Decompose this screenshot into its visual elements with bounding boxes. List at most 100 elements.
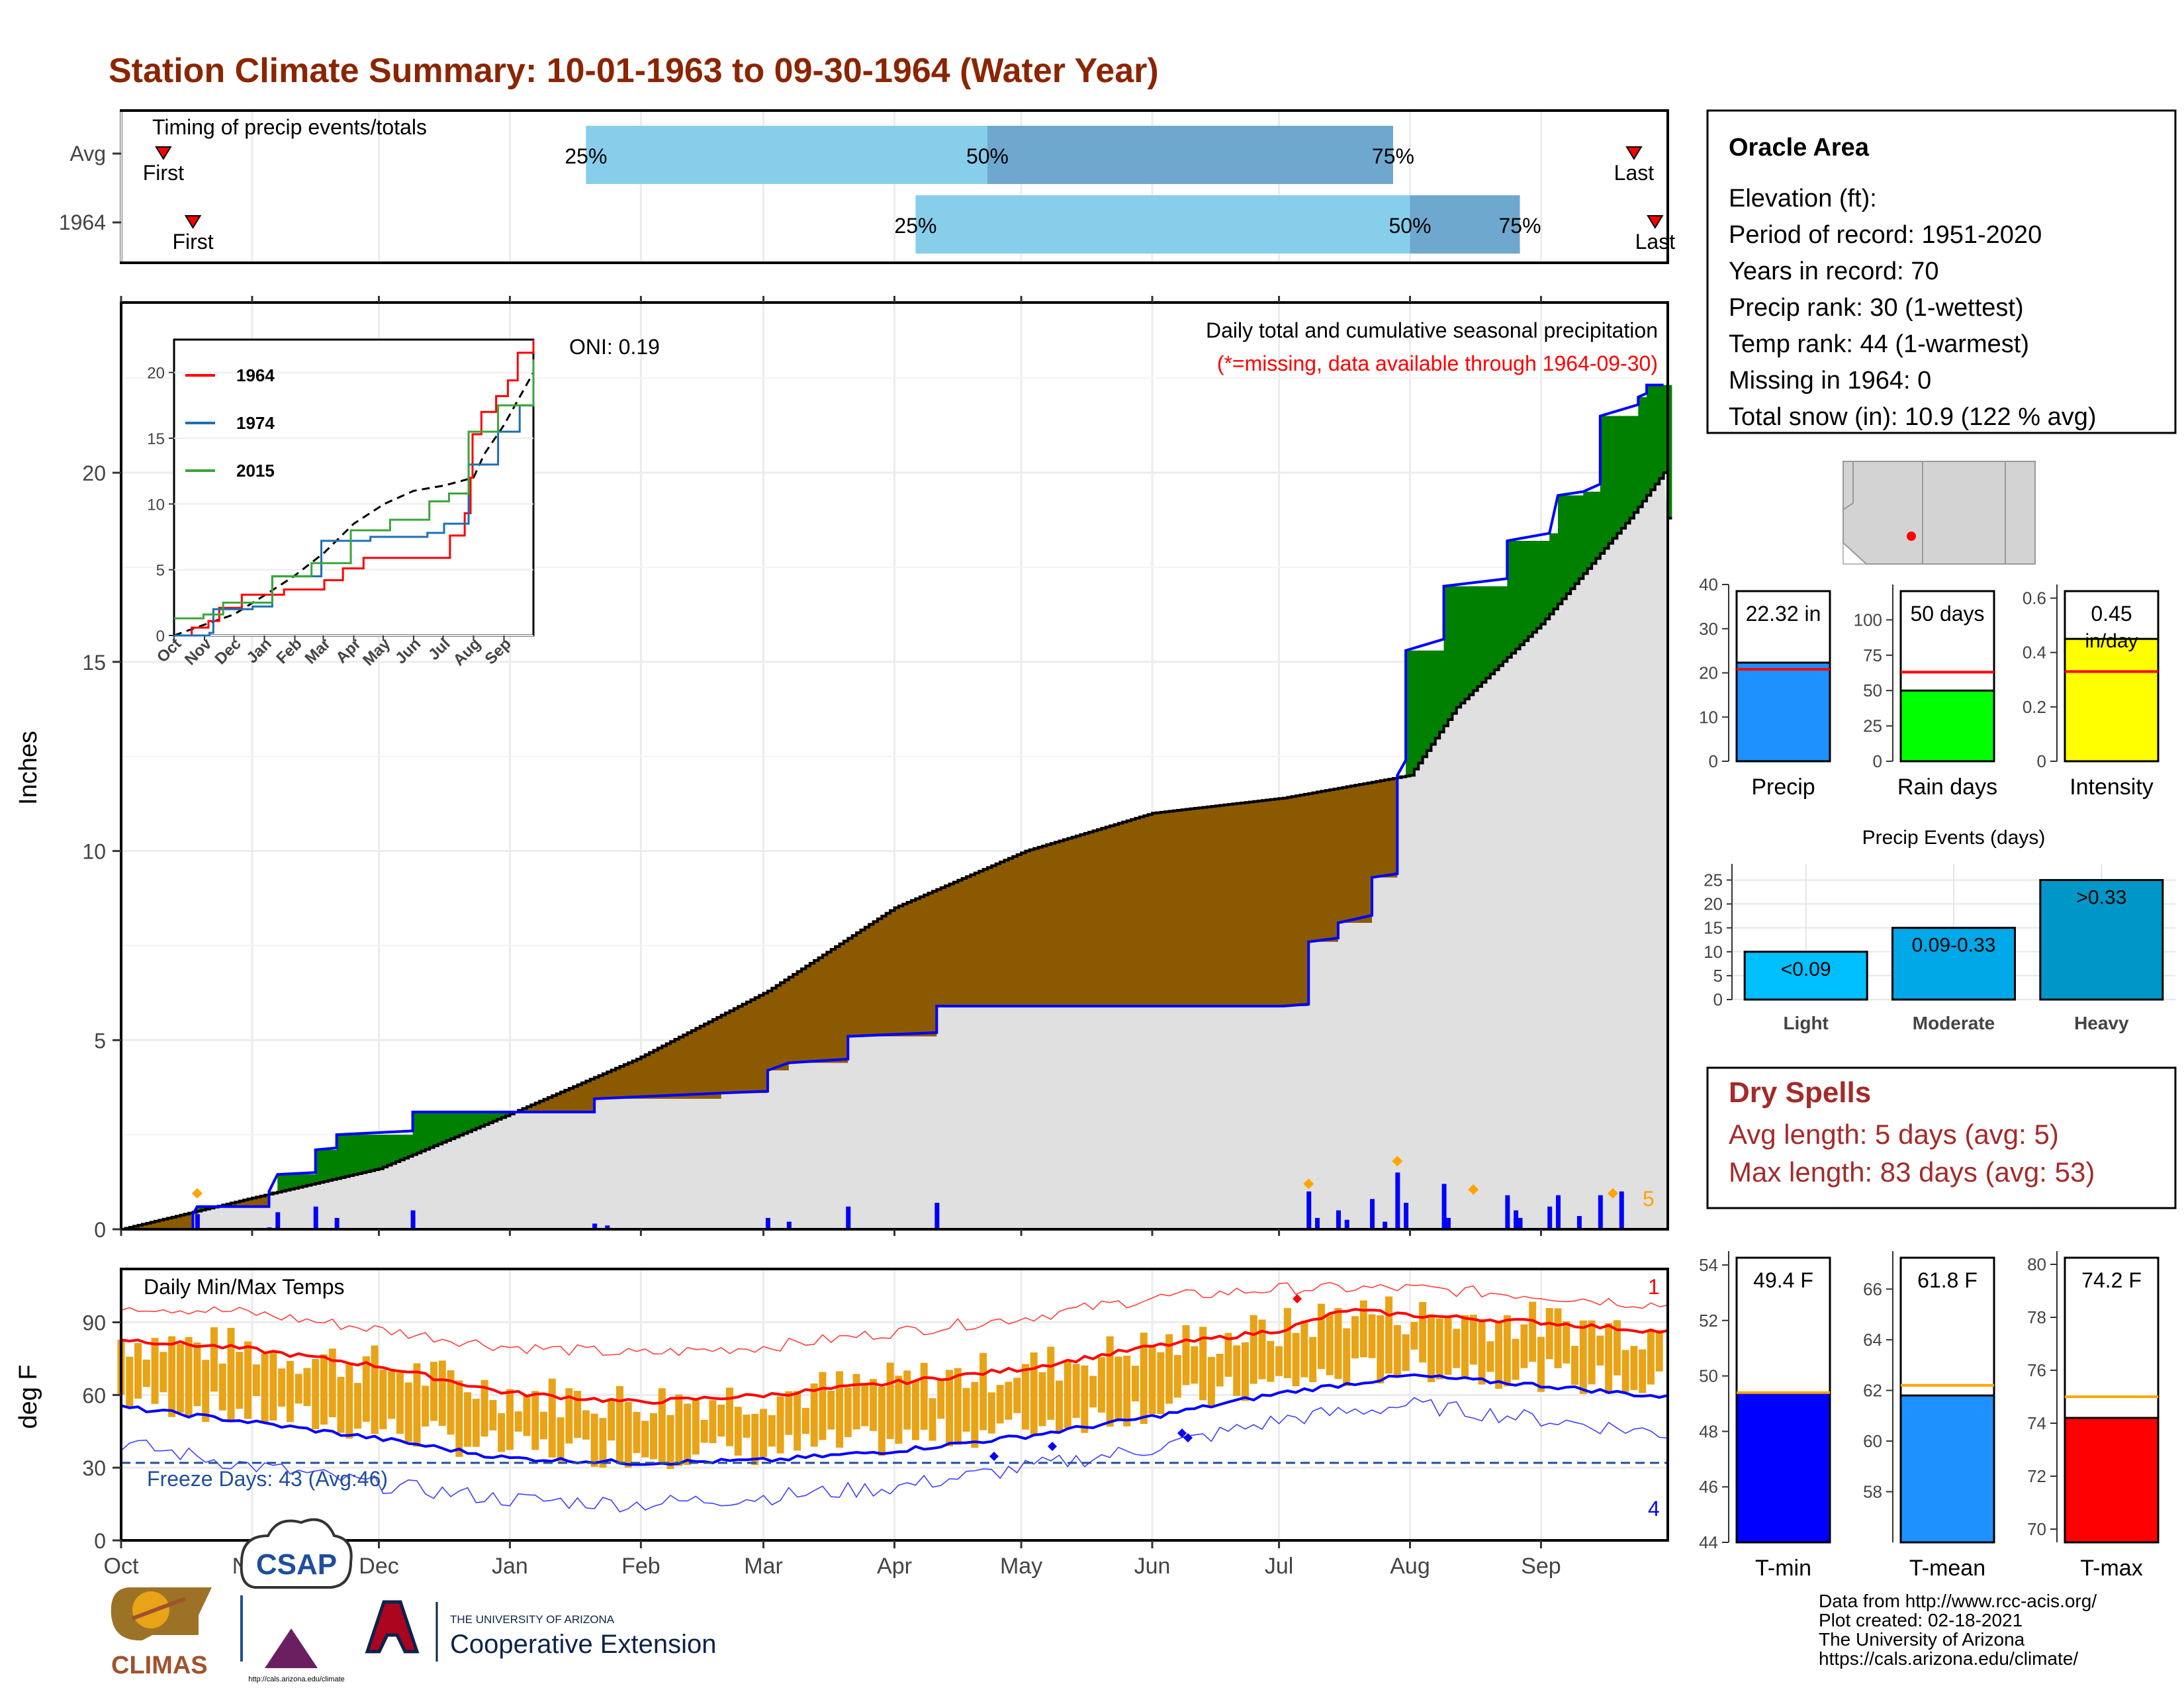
precip-panel: 0 5 10 15 20 Daily total and cumulative seas… (15, 296, 1672, 1242)
summary-y-tick-label: 100 (1854, 610, 1882, 630)
temp-x-tick-label: Oct (104, 1554, 139, 1579)
timing-last-label: Last (1614, 161, 1655, 185)
precip-avg-cumulative-line (121, 471, 1672, 1231)
record-max-line (120, 1282, 1668, 1356)
summary-y-tick-label: 76 (2027, 1360, 2046, 1380)
timing-first-marker (184, 215, 202, 229)
daily-precip-bar (1445, 1217, 1451, 1229)
temp-x-tick-label: Sep (1521, 1554, 1561, 1579)
csap-wordmark: CSAP (256, 1548, 337, 1581)
temp-panel: 0306090OctNovDecJanFebMarAprMayJunJulAug… (15, 1268, 1669, 1579)
precip-subtitle: (*=missing, data available through 1964-… (1217, 352, 1658, 375)
dry-spells-box: Dry Spells Avg length: 5 days (avg: 5) M… (1706, 1066, 2177, 1209)
daily-precip-bar (1315, 1217, 1320, 1229)
timing-q25-label: 25% (565, 144, 607, 168)
summary-bar-value-label: 0.45 (2091, 602, 2132, 626)
daily-precip-bar (1514, 1210, 1519, 1229)
precip-max-count: 5 (1643, 1187, 1655, 1211)
temp-bar-panels: 44 46 48 50 52 54 49.4 F T-min 58 60 62 64 66 61.8 F T… (1699, 1251, 2160, 1581)
events-y-tick-label: 15 (1704, 918, 1723, 938)
summary-y-tick-label: 75 (1863, 645, 1882, 665)
station-info-line: Precip rank: 30 (1-wettest) (1729, 294, 2024, 322)
timing-last-label: Last (1635, 230, 1676, 254)
daily-precip-bar (275, 1212, 281, 1229)
summary-bar-name: T-min (1755, 1556, 1811, 1581)
temp-title: Daily Min/Max Temps (144, 1275, 344, 1299)
events-category-label: Heavy (2074, 1013, 2129, 1033)
map-new-mexico (1922, 461, 2006, 565)
ua-logo: THE UNIVERSITY OF ARIZONA Cooperative Ex… (365, 1600, 716, 1662)
summary-bar-name: Rain days (1897, 774, 1997, 800)
daily-precip-bar (786, 1221, 792, 1229)
page-title: Station Climate Summary: 10-01-1963 to 0… (109, 52, 1159, 90)
ua-small-text: THE UNIVERSITY OF ARIZONA (450, 1613, 615, 1626)
summary-y-tick-label: 0 (2037, 751, 2046, 771)
precip-extreme-marker (1392, 1156, 1403, 1167)
summary-bar-value (1735, 661, 1831, 763)
summary-bar-value-label: 50 days (1910, 602, 1984, 626)
temp-y-tick-label: 60 (82, 1383, 106, 1407)
events-title: Precip Events (days) (1862, 827, 2046, 849)
timing-bar-q25-q50 (915, 195, 1410, 254)
timing-q50-label: 50% (1388, 214, 1431, 238)
timing-q50-label: 50% (966, 144, 1009, 168)
precip-extreme-marker (191, 1188, 203, 1199)
temp-x-tick-label: Jul (1265, 1554, 1293, 1579)
timing-bar-q50-q75-dark (1410, 195, 1520, 254)
summary-y-tick-label: 50 (1863, 680, 1882, 700)
timing-first-label: First (143, 161, 184, 185)
precip-below-fill (121, 473, 1668, 1230)
events-category-label: Light (1783, 1013, 1828, 1033)
events-category-label: Moderate (1913, 1013, 1995, 1033)
inset-y-tick-label: 10 (147, 496, 165, 514)
timing-panel: 25% 50% 75% First Last 25% 50% 75% First Last Tim… (59, 109, 1676, 264)
map-east (2005, 461, 2036, 565)
summary-y-tick-label: 72 (2027, 1466, 2046, 1486)
daily-precip-bar (1336, 1210, 1341, 1229)
summary-y-tick-label: 0 (1873, 751, 1882, 771)
temp-record-marker (1293, 1294, 1302, 1303)
summary-y-tick-label: 25 (1863, 716, 1882, 736)
daily-precip-bar (1505, 1195, 1510, 1229)
daily-precip-bar (1547, 1206, 1553, 1229)
inset-y-tick-label: 5 (156, 562, 165, 580)
dry-spells-title: Dry Spells (1729, 1076, 1871, 1109)
temp-y-tick-label: 30 (82, 1456, 106, 1480)
timing-q25-label: 25% (894, 214, 936, 238)
record-high-count: 1 (1648, 1275, 1660, 1299)
summary-bar-name: Intensity (2070, 774, 2154, 800)
timing-bar-q50-q75 (987, 126, 1393, 184)
summary-bar-value-label-2: in/day (2085, 630, 2138, 652)
temp-record-marker (1177, 1429, 1187, 1438)
timing-row-avg-name: Avg (69, 142, 106, 165)
summary-y-tick-label: 0.2 (2023, 697, 2046, 717)
events-bar-light (1743, 951, 1868, 1001)
summary-y-tick-label: 70 (2027, 1519, 2046, 1539)
timing-row-1964-name: 1964 (59, 211, 106, 234)
summary-bar-value-label: 49.4 F (1753, 1268, 1813, 1292)
temp-record-marker (989, 1452, 999, 1461)
footer-line-2: Plot created: 02-18-2021 (1819, 1610, 2023, 1630)
temp-x-tick-label: Apr (877, 1554, 912, 1579)
station-info-line: Missing in 1964: 0 (1729, 367, 1931, 395)
temp-x-tick-label: Dec (359, 1554, 398, 1579)
temp-y-tick-label: 0 (94, 1529, 106, 1553)
climas-logo: CLIMAS (111, 1587, 212, 1679)
summary-bar-name: Precip (1751, 774, 1815, 800)
summary-bar-value (1899, 689, 1995, 763)
summary-y-tick-label: 0.4 (2023, 643, 2046, 663)
temp-record-marker (1183, 1433, 1193, 1442)
temp-x-tick-label: Mar (744, 1554, 783, 1579)
summary-bar-panels: 0 10 20 30 40 22.32 in Precip 0 25 50 75 100 50 days… (1699, 575, 2160, 800)
timing-last-marker (1625, 146, 1643, 160)
timing-q75-label: 75% (1498, 214, 1541, 238)
daily-precip-bar (1344, 1219, 1349, 1229)
events-y-tick-label: 5 (1713, 966, 1723, 986)
summary-y-tick-label: 40 (1699, 575, 1718, 594)
daily-precip-bar (934, 1203, 940, 1229)
precip-y-tick-label: 0 (94, 1218, 106, 1242)
temp-x-tick-label: Jun (1134, 1554, 1171, 1579)
timing-last-marker (1647, 215, 1664, 229)
record-low-count: 4 (1648, 1497, 1660, 1521)
climas-wordmark: CLIMAS (111, 1652, 208, 1679)
